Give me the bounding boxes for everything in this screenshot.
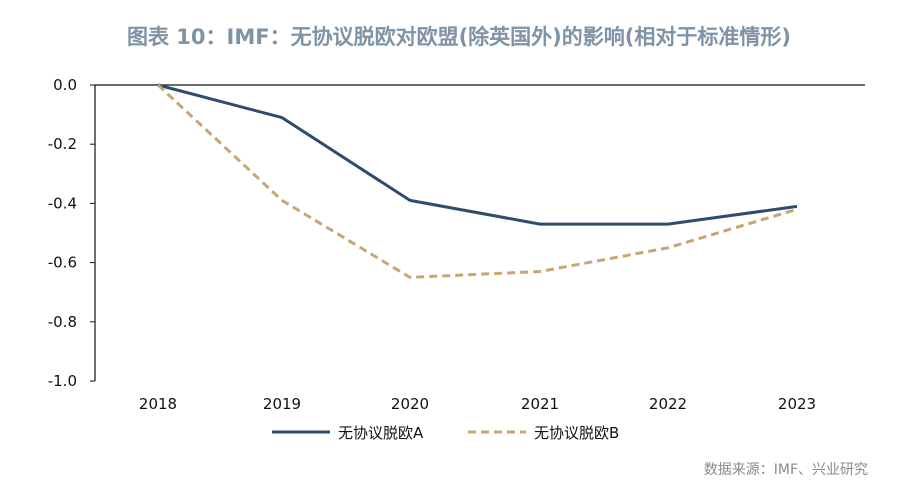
y-tick-label: -0.6 [48,254,77,272]
series-line-1 [157,83,798,226]
legend-label-2: 无协议脱欧B [534,424,619,442]
source-note: 数据来源：IMF、兴业研究 [704,462,868,478]
y-tick-label: 0.0 [53,76,77,94]
y-tick-label: -1.0 [48,372,77,390]
series-line-2 [156,83,798,279]
x-tick-label: 2021 [521,395,559,413]
y-tick-label: -0.4 [48,194,77,212]
x-tick-label: 2020 [391,395,429,413]
plot-area [156,83,798,279]
x-tick-label: 2022 [649,395,687,413]
x-tick-label: 2023 [778,395,816,413]
legend: 无协议脱欧A 无协议脱欧B [272,424,619,442]
x-tick-label: 2018 [139,395,177,413]
y-tick-label: -0.8 [48,313,77,331]
legend-label-1: 无协议脱欧A [338,424,424,442]
chart-title: 图表 10：IMF：无协议脱欧对欧盟(除英国外)的影响(相对于标准情形) [127,25,791,49]
y-tick-label: -0.2 [48,135,77,153]
x-tick-label: 2019 [263,395,301,413]
axes: 0.0 -0.2 -0.4 -0.6 -0.8 -1.0 2018 2019 2020 2021 2… [48,76,865,413]
